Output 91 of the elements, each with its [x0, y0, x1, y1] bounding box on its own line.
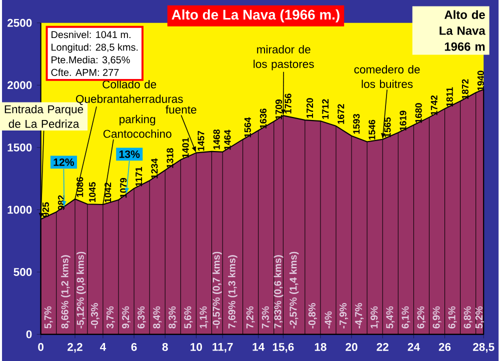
annotation: 7,2% [246, 306, 255, 328]
annotation: 1,9% [370, 306, 380, 328]
y-tick-label: 1000 [8, 206, 32, 214]
x-tick-label: 24 [408, 342, 420, 351]
data-label: 1940 [477, 70, 484, 90]
y-tick-label: 1500 [8, 143, 32, 152]
annotation: 8,66% (1,2 kms) [61, 255, 70, 328]
data-label: 1680 [415, 103, 422, 123]
annotation: 1,1% [200, 306, 208, 328]
annotation: Entrada Parque de La Pedriza [4, 104, 84, 128]
x-tick-label: 2,2 [68, 342, 82, 353]
annotation: 6,3% [138, 306, 146, 328]
annotation: Alto de La Nava 1966 m [440, 10, 486, 51]
annotation: 8,4% [153, 306, 162, 328]
x-tick-label: 22 [376, 342, 388, 351]
data-label: 1171 [136, 166, 142, 186]
annotation: 13% [119, 150, 140, 158]
data-label: 1712 [322, 99, 329, 119]
annotation: 5,2% [475, 306, 484, 328]
y-tick-label: 2000 [7, 81, 32, 90]
annotation: Longitud: 28,5 kms. [52, 43, 138, 53]
data-label: 1593 [353, 114, 360, 134]
data-label: 1672 [338, 104, 344, 124]
chart-title: Alto de La Nava (1966 m.) [172, 9, 340, 22]
x-tick-label: 15,6 [272, 342, 294, 353]
annotation: 6,1% [448, 306, 457, 328]
annotation: -7,9% [340, 302, 348, 328]
data-label: 1872 [462, 79, 468, 99]
data-label: 1564 [244, 117, 251, 138]
data-label: 1565 [384, 117, 391, 138]
data-label: 1318 [166, 148, 174, 168]
annotation: parking Cantocochino [103, 114, 172, 138]
annotation: -5,12% (0,8 kms) [76, 252, 86, 328]
x-tick-label: 10 [190, 342, 202, 351]
annotation: 7,69% (1,3 kms) [228, 255, 238, 328]
annotation: 6,9% [432, 306, 442, 328]
data-label: 1086 [76, 177, 84, 197]
annotation: -0,8% [308, 302, 317, 328]
data-label: 1042 [104, 182, 112, 202]
annotation: 8,3% [168, 306, 178, 328]
annotation: 6,2% [417, 306, 426, 328]
annotation: 7,3% [262, 306, 270, 328]
data-label: 1045 [89, 182, 96, 202]
x-tick-label: 28,5 [473, 342, 494, 353]
annotation: 5,7% [44, 306, 53, 328]
annotation: Collado de Quebrantaherraduras [76, 80, 183, 105]
data-label: 1619 [400, 110, 406, 130]
data-label: 1742 [430, 95, 438, 116]
data-label: 925 [42, 202, 49, 218]
x-tick-label: 11,7 [212, 342, 233, 352]
annotation: 6,8% [464, 306, 472, 328]
y-tick-label: 500 [14, 268, 32, 276]
annotation: Pte.Media: 3,65% [52, 56, 130, 64]
data-label: 1234 [151, 158, 158, 178]
annotation: -0,3% [90, 302, 100, 328]
data-label: 1401 [182, 138, 189, 158]
x-tick-label: 6 [131, 342, 137, 351]
annotation: comedero de los buitres [354, 65, 420, 88]
data-label: 1546 [368, 120, 376, 140]
y-tick-label: 0 [26, 330, 32, 338]
annotation: 5,6% [184, 306, 193, 328]
annotation: -4% [324, 311, 332, 328]
annotation: -0,57% (0,7 kms) [212, 252, 222, 328]
data-label: 1464 [224, 130, 231, 150]
annotation: -4,7% [355, 302, 364, 328]
annotation: -2,57% (1,4 kms) [289, 252, 299, 328]
annotation: 9,2% [122, 306, 131, 328]
x-tick-label: 18 [314, 342, 326, 351]
x-tick-label: 14 [252, 342, 265, 351]
x-tick-label: 8 [162, 342, 168, 351]
x-tick-label: 4 [100, 342, 106, 351]
annotation: 5,4% [386, 306, 395, 328]
data-label: 1457 [198, 130, 204, 151]
data-label: 1720 [306, 98, 314, 118]
data-label: 1636 [260, 108, 267, 128]
x-tick-label: 0 [38, 342, 44, 351]
y-tick-label: 2500 [7, 18, 32, 27]
annotation: 3,7% [106, 306, 115, 328]
data-label: 1709 [275, 99, 282, 120]
annotation: 7,83% (0,6 kms) [274, 255, 284, 328]
annotation: Cfte. APM: 277 [51, 68, 119, 76]
x-tick-label: 20 [346, 342, 358, 351]
data-label: 1468 [213, 129, 220, 150]
data-label: 1811 [446, 87, 453, 106]
x-tick-label: 26 [438, 342, 451, 351]
annotation: fuente [166, 105, 196, 114]
data-label: 1756 [284, 94, 292, 114]
annotation: Desnivel: 1041 m. [52, 30, 130, 38]
annotation: 12% [54, 158, 74, 166]
annotation: mirador de los pastores [254, 45, 314, 70]
annotation: 6,1% [402, 306, 410, 328]
